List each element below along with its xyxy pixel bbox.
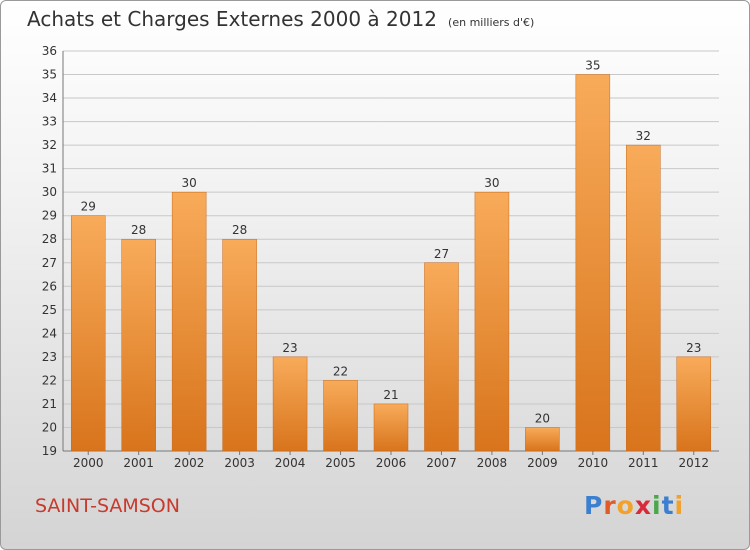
chart-unit-label: (en milliers d'€) (448, 16, 535, 29)
chart-title-group: Achats et Charges Externes 2000 à 2012 (… (27, 7, 534, 31)
data-label: 30 (182, 176, 197, 190)
x-tick-label: 2007 (426, 456, 457, 470)
bar (171, 191, 207, 452)
y-tick-label: 24 (42, 326, 57, 340)
y-tick-label: 22 (42, 373, 57, 387)
y-tick-label: 23 (42, 350, 57, 364)
x-tick-label: 2003 (224, 456, 255, 470)
x-tick-label: 2004 (275, 456, 306, 470)
x-tick-label: 2010 (578, 456, 609, 470)
x-tick-label: 2001 (123, 456, 154, 470)
y-tick-label: 27 (42, 256, 57, 270)
bar (222, 238, 257, 452)
y-tick-label: 32 (42, 138, 57, 152)
chart-title: Achats et Charges Externes 2000 à 2012 (27, 7, 437, 31)
x-tick-label: 2002 (174, 456, 205, 470)
proxiti-logo: Proxiti (584, 491, 684, 520)
bar (676, 356, 712, 452)
y-tick-label: 30 (42, 185, 57, 199)
bar (424, 262, 459, 452)
y-tick-label: 21 (42, 397, 57, 411)
bar (626, 144, 661, 452)
bar (272, 356, 308, 452)
bar (70, 215, 106, 452)
data-label: 35 (585, 59, 600, 73)
data-label: 28 (232, 223, 247, 237)
y-tick-label: 34 (42, 91, 57, 105)
data-label: 29 (81, 200, 96, 214)
y-tick-label: 20 (42, 420, 57, 434)
bar (323, 380, 358, 452)
x-tick-label: 2011 (628, 456, 659, 470)
logo-letter: t (661, 491, 675, 520)
data-label: 20 (535, 411, 550, 425)
town-name: SAINT-SAMSON (35, 495, 180, 517)
logo-letter: P (584, 491, 604, 520)
logo-letter: o (616, 491, 635, 520)
data-label: 28 (131, 223, 146, 237)
x-tick-label: 2005 (325, 456, 356, 470)
data-label: 23 (282, 341, 297, 355)
y-tick-label: 29 (42, 209, 57, 223)
bar (575, 74, 611, 452)
data-label: 22 (333, 364, 348, 378)
x-tick-label: 2009 (527, 456, 558, 470)
y-tick-label: 28 (42, 232, 57, 246)
logo-letter: i (674, 491, 685, 520)
x-tick-label: 2012 (678, 456, 709, 470)
bar (525, 427, 560, 452)
x-tick-label: 2000 (73, 456, 104, 470)
data-label: 23 (686, 341, 701, 355)
data-label: 32 (636, 129, 651, 143)
y-tick-label: 19 (42, 444, 57, 458)
x-tick-label: 2008 (477, 456, 508, 470)
bar (121, 238, 156, 452)
y-tick-label: 31 (42, 162, 57, 176)
y-tick-label: 33 (42, 115, 57, 129)
logo-letter: i (652, 491, 662, 520)
data-label: 27 (434, 247, 449, 261)
y-tick-label: 36 (42, 44, 57, 58)
y-tick-label: 26 (42, 279, 57, 293)
data-label: 30 (484, 176, 499, 190)
bar (474, 191, 510, 452)
y-tick-label: 25 (42, 303, 57, 317)
y-tick-label: 35 (42, 68, 57, 82)
logo-letter: x (634, 491, 652, 520)
data-label: 21 (383, 388, 398, 402)
bar (373, 403, 409, 452)
logo-letter: r (603, 491, 617, 520)
x-tick-label: 2006 (376, 456, 407, 470)
